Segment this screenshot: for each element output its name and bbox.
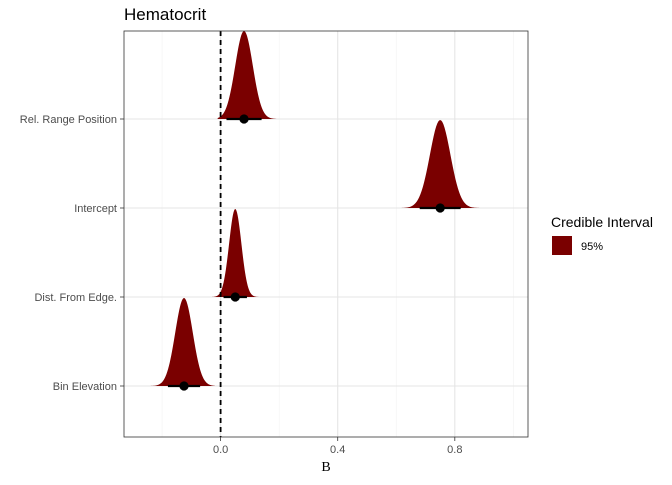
median-point — [230, 292, 240, 302]
median-point — [179, 381, 189, 391]
median-point — [239, 114, 249, 124]
legend: Credible Interval 95% — [551, 214, 653, 255]
density-layer — [150, 31, 493, 386]
panel-border — [123, 30, 529, 438]
x-tick-label: 0.4 — [330, 444, 345, 456]
point-layer — [167, 114, 461, 391]
y-tick-label: Rel. Range Position — [20, 114, 117, 126]
legend-title: Credible Interval — [551, 214, 653, 230]
chart-title: Hematocrit — [124, 5, 206, 24]
x-axis: 0.0 0.4 0.8 — [213, 437, 462, 456]
density-rel-range-position — [217, 31, 277, 119]
y-tick-label: Bin Elevation — [53, 381, 117, 393]
y-axis: Rel. Range Position Intercept Dist. From E… — [20, 114, 124, 393]
density-bin-elevation — [150, 298, 215, 386]
y-tick-label: Intercept — [74, 203, 117, 215]
x-axis-label: B — [321, 460, 330, 475]
median-point — [435, 203, 445, 213]
x-tick-label: 0.0 — [213, 444, 228, 456]
legend-key — [552, 236, 572, 255]
x-tick-label: 0.8 — [447, 444, 462, 456]
density-intercept — [396, 120, 493, 208]
legend-label: 95% — [581, 241, 603, 253]
density-dist-from-edge — [211, 209, 259, 297]
y-tick-label: Dist. From Edge. — [34, 292, 117, 304]
